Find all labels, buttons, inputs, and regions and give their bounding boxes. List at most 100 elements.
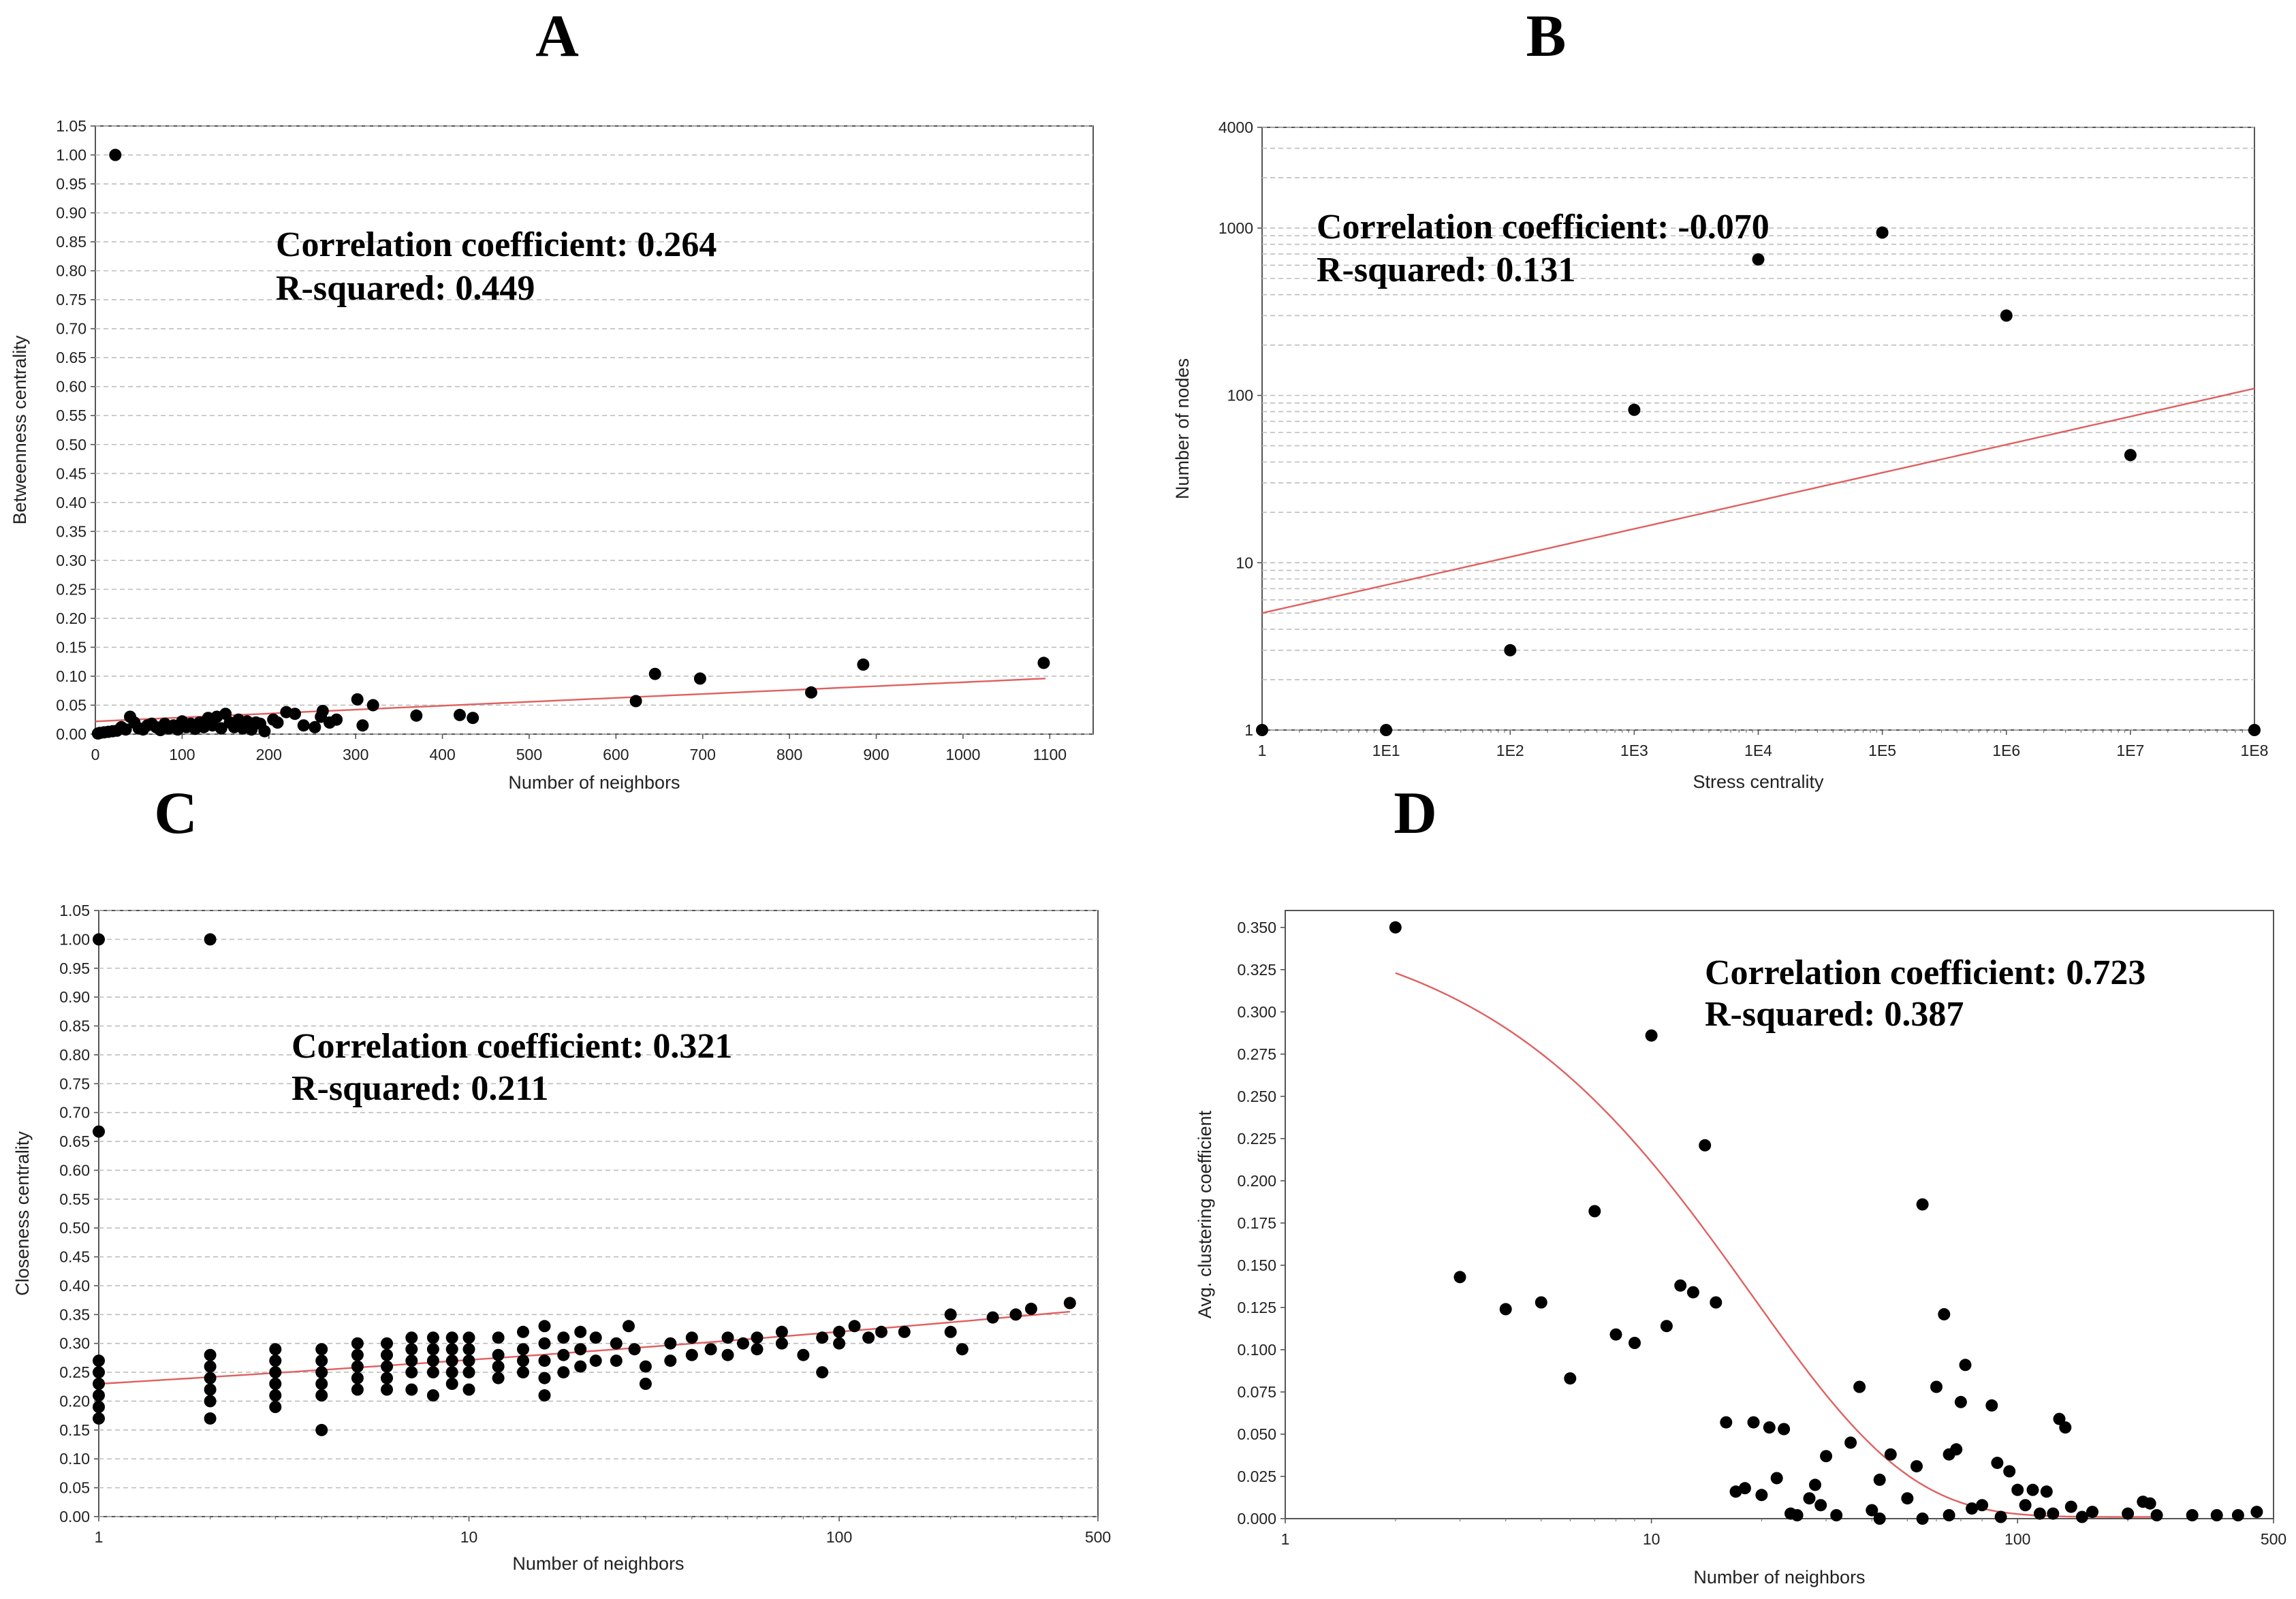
panel-a: A 0.000.050.100.150.200.250.300.350.400.… <box>10 3 1094 793</box>
y-tick-label: 0.80 <box>59 1046 90 1064</box>
data-point <box>2059 1421 2072 1434</box>
x-tick-label: 500 <box>1085 1528 1111 1546</box>
y-tick-label: 0.70 <box>56 320 87 338</box>
data-point <box>309 721 321 733</box>
y-tick-label: 0.60 <box>59 1161 90 1179</box>
data-point <box>315 1366 328 1379</box>
y-tick-label: 0.100 <box>1237 1341 1276 1359</box>
y-tick-label: 0.275 <box>1237 1045 1276 1063</box>
data-point <box>1609 1328 1622 1341</box>
data-point <box>426 1389 439 1402</box>
data-point <box>610 1355 623 1367</box>
data-point <box>492 1372 505 1384</box>
data-point <box>538 1337 551 1350</box>
y-tick-label: 0.075 <box>1237 1383 1276 1401</box>
data-point <box>462 1366 475 1379</box>
data-point <box>1629 1337 1641 1349</box>
x-tick-label: 900 <box>863 746 889 763</box>
data-point <box>2047 1507 2060 1520</box>
data-point <box>2250 1506 2263 1519</box>
data-point <box>1966 1502 1979 1515</box>
x-tick-label: 400 <box>429 746 455 763</box>
x-tick-label: 10 <box>1643 1530 1661 1548</box>
y-tick-label: 0.95 <box>59 960 90 977</box>
data-point <box>1809 1478 1821 1491</box>
x-tick-label: 500 <box>516 746 542 763</box>
data-point <box>557 1348 570 1361</box>
data-point <box>2086 1506 2098 1519</box>
y-axis-label: Betweenness centrality <box>10 335 30 524</box>
data-point <box>204 1360 217 1373</box>
data-point <box>215 722 227 735</box>
data-point <box>1499 1303 1512 1316</box>
data-point <box>269 1355 282 1367</box>
data-point <box>2011 1483 2024 1496</box>
y-tick-label: 0.90 <box>56 204 87 222</box>
y-tick-label: 0.05 <box>59 1479 90 1497</box>
data-point <box>538 1355 551 1367</box>
data-point <box>269 1401 282 1413</box>
data-point <box>1830 1509 1843 1521</box>
y-tick-label: 0.40 <box>56 494 87 511</box>
data-point <box>405 1343 418 1356</box>
y-tick-label: 0.30 <box>56 552 87 569</box>
data-point <box>1660 1320 1673 1333</box>
data-point <box>93 1412 105 1425</box>
y-tick-label: 1.00 <box>59 930 90 948</box>
y-tick-label: 0.20 <box>59 1392 90 1410</box>
y-tick-label: 0.75 <box>59 1075 90 1092</box>
data-point <box>574 1325 587 1338</box>
data-point <box>751 1331 764 1344</box>
data-point <box>1814 1499 1827 1512</box>
data-point <box>805 686 817 699</box>
x-tick-label: 1E3 <box>1620 742 1648 759</box>
y-tick-label: 0.35 <box>59 1305 90 1323</box>
correlation-annotation: Correlation coefficient: 0.321 <box>292 1027 732 1066</box>
data-point <box>1803 1492 1816 1505</box>
x-tick-label: 600 <box>603 746 629 763</box>
data-point <box>1873 1473 1886 1486</box>
data-point <box>405 1366 418 1379</box>
data-point <box>1504 644 1517 656</box>
y-tick-label: 0.55 <box>56 407 87 424</box>
data-point <box>351 693 364 706</box>
y-tick-label: 0.95 <box>56 175 87 193</box>
data-point <box>1866 1504 1878 1517</box>
data-point <box>381 1383 393 1396</box>
data-point <box>664 1355 677 1367</box>
y-tick-label: 0.55 <box>59 1190 90 1208</box>
data-point <box>492 1348 505 1361</box>
y-tick-label: 0.025 <box>1237 1468 1276 1485</box>
data-point <box>848 1320 861 1333</box>
data-point <box>426 1366 439 1379</box>
data-point <box>1063 1297 1076 1310</box>
data-point <box>1752 253 1765 266</box>
x-tick-label: 1E8 <box>2241 742 2269 759</box>
plot-area <box>98 910 1099 1517</box>
data-point <box>204 1412 217 1425</box>
y-tick-label: 0.45 <box>59 1248 90 1266</box>
data-point <box>589 1331 602 1344</box>
data-point <box>944 1308 957 1321</box>
data-point <box>816 1366 829 1379</box>
data-point <box>356 719 369 732</box>
data-point <box>269 1366 282 1379</box>
data-point <box>93 1401 105 1413</box>
x-tick-label: 1E1 <box>1372 742 1400 759</box>
data-point <box>93 933 105 946</box>
data-point <box>1628 403 1641 416</box>
data-point <box>2248 724 2261 736</box>
data-point <box>269 1378 282 1390</box>
y-tick-label: 0.25 <box>59 1363 90 1381</box>
data-point <box>462 1355 475 1367</box>
data-point <box>557 1331 570 1344</box>
y-tick-label: 0.20 <box>56 609 87 627</box>
data-point <box>629 695 642 708</box>
data-point <box>93 1355 105 1367</box>
data-point <box>315 1343 328 1356</box>
data-point <box>1916 1513 1929 1525</box>
data-point <box>445 1331 458 1344</box>
data-point <box>628 1343 641 1356</box>
plot-area <box>1285 910 2274 1519</box>
data-point <box>93 1125 105 1138</box>
